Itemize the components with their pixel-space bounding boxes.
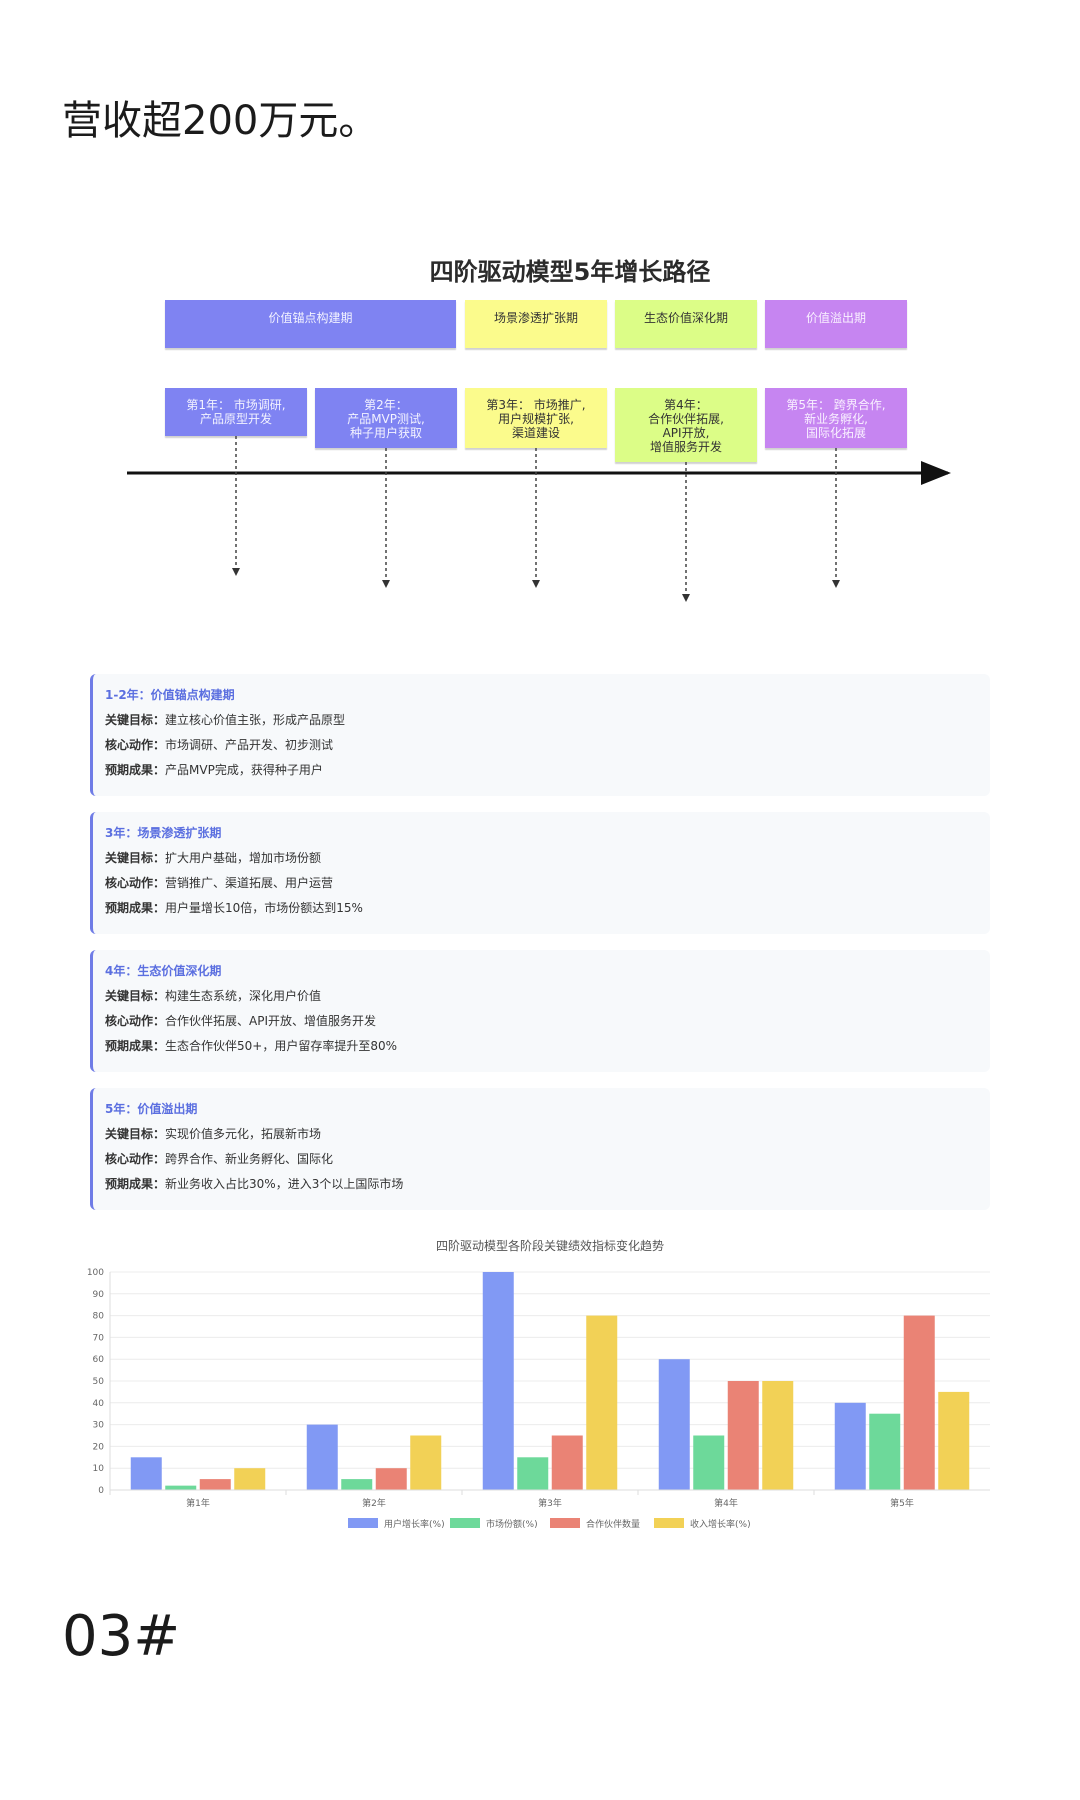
year-box-2: 第2年： 产品MVP测试, 种子用户获取 xyxy=(315,388,457,448)
stage-title: 1-2年：价值锚点构建期 xyxy=(105,688,235,702)
y-tick-label: 80 xyxy=(93,1312,105,1322)
stage-action: 核心动作：市场调研、产品开发、初步测试 xyxy=(105,738,334,752)
bar xyxy=(938,1391,970,1490)
section-number: 03# xyxy=(62,1604,181,1669)
stage-title: 3年：场景渗透扩张期 xyxy=(105,826,222,840)
bar xyxy=(199,1479,231,1490)
legend-swatch xyxy=(654,1518,684,1528)
phase-box-value-spillover: 价值溢出期 xyxy=(765,300,907,348)
bar xyxy=(903,1315,935,1490)
y-tick-label: 70 xyxy=(93,1333,105,1343)
bar xyxy=(130,1457,162,1490)
y-tick-label: 30 xyxy=(93,1421,105,1431)
year-2-arrowhead xyxy=(382,580,390,588)
stage-goal: 关键目标：实现价值多元化，拓展新市场 xyxy=(105,1127,322,1141)
bar xyxy=(341,1479,373,1490)
stage-result: 预期成果：产品MVP完成，获得种子用户 xyxy=(105,763,323,777)
chart-title: 四阶驱动模型各阶段关键绩效指标变化趋势 xyxy=(436,1238,664,1253)
x-tick-label: 第5年 xyxy=(890,1497,914,1509)
phase-box-scene-penetration: 场景渗透扩张期 xyxy=(465,300,607,348)
legend-label: 用户增长率(%) xyxy=(384,1518,445,1530)
legend-swatch xyxy=(450,1518,480,1528)
year-1-arrowhead xyxy=(232,568,240,576)
year-3-arrowhead xyxy=(532,580,540,588)
stage-card-4: 5年：价值溢出期 关键目标：实现价值多元化，拓展新市场 核心动作：跨界合作、新业… xyxy=(90,1088,990,1210)
year-box-5: 第5年： 跨界合作, 新业务孵化, 国际化拓展 xyxy=(765,388,907,448)
stage-title: 5年：价值溢出期 xyxy=(105,1102,198,1116)
bar xyxy=(693,1435,725,1490)
y-tick-label: 60 xyxy=(93,1355,105,1365)
x-tick-label: 第3年 xyxy=(538,1497,562,1509)
y-tick-label: 20 xyxy=(93,1442,105,1452)
year-4-arrowhead xyxy=(682,594,690,602)
legend-swatch xyxy=(348,1518,378,1528)
legend-swatch xyxy=(550,1518,580,1528)
stage-action: 核心动作：跨界合作、新业务孵化、国际化 xyxy=(105,1152,334,1166)
lead-paragraph: 营收超200万元。 xyxy=(62,98,379,144)
bar xyxy=(165,1485,197,1490)
timeline-axis xyxy=(127,436,951,602)
stage-goal: 关键目标：扩大用户基础，增加市场份额 xyxy=(105,851,322,865)
y-tick-label: 40 xyxy=(93,1399,105,1409)
x-tick-label: 第4年 xyxy=(714,1497,738,1509)
stage-result: 预期成果：生态合作伙伴50+，用户留存率提升至80% xyxy=(105,1039,398,1053)
phase-box-ecosystem: 生态价值深化期 xyxy=(615,300,757,348)
bar xyxy=(482,1272,514,1490)
bar xyxy=(375,1468,407,1490)
stage-result: 预期成果：用户量增长10倍，市场份额达到15% xyxy=(105,901,363,915)
bar xyxy=(869,1413,901,1490)
stage-card-2: 3年：场景渗透扩张期 关键目标：扩大用户基础，增加市场份额 核心动作：营销推广、… xyxy=(90,812,990,934)
stage-action: 核心动作：合作伙伴拓展、API开放、增值服务开发 xyxy=(105,1014,377,1028)
year-box-1: 第1年： 市场调研, 产品原型开发 xyxy=(165,388,307,436)
legend-label: 合作伙伴数量 xyxy=(586,1518,640,1530)
diagram-title: 四阶驱动模型5年增长路径 xyxy=(429,258,711,286)
stage-result: 预期成果：新业务收入占比30%，进入3个以上国际市场 xyxy=(105,1177,404,1191)
bar xyxy=(727,1381,759,1490)
legend-label: 收入增长率(%) xyxy=(690,1518,751,1530)
bar xyxy=(658,1359,690,1490)
y-tick-label: 100 xyxy=(87,1268,104,1278)
stage-title: 4年：生态价值深化期 xyxy=(105,964,222,978)
stage-action: 核心动作：营销推广、渠道拓展、用户运营 xyxy=(105,876,334,890)
bar xyxy=(234,1468,266,1490)
bar xyxy=(762,1381,794,1490)
legend-label: 市场份额(%) xyxy=(486,1518,538,1530)
stage-card-1: 1-2年：价值锚点构建期 关键目标：建立核心价值主张，形成产品原型 核心动作：市… xyxy=(90,674,990,796)
kpi-chart: 四阶驱动模型各阶段关键绩效指标变化趋势 0 10 20 30 40 50 60 70 80 90 10… xyxy=(80,1236,1000,1546)
stage-goal: 关键目标：构建生态系统，深化用户价值 xyxy=(105,989,322,1003)
bar xyxy=(517,1457,549,1490)
x-tick-label: 第2年 xyxy=(362,1497,386,1509)
stage-card-3: 4年：生态价值深化期 关键目标：构建生态系统，深化用户价值 核心动作：合作伙伴拓… xyxy=(90,950,990,1072)
bar xyxy=(834,1402,866,1490)
bar xyxy=(586,1315,618,1490)
bar xyxy=(551,1435,583,1490)
y-tick-label: 10 xyxy=(93,1464,105,1474)
year-5-arrowhead xyxy=(832,580,840,588)
bar xyxy=(410,1435,442,1490)
year-box-3: 第3年： 市场推广, 用户规模扩张, 渠道建设 xyxy=(465,388,607,448)
stage-goal: 关键目标：建立核心价值主张，形成产品原型 xyxy=(105,713,346,727)
kpi-chart-svg: 四阶驱动模型各阶段关键绩效指标变化趋势 0 10 20 30 40 50 60 70 80 90 10… xyxy=(87,1238,990,1530)
y-tick-label: 50 xyxy=(93,1377,105,1387)
x-tick-label: 第1年 xyxy=(186,1497,210,1509)
y-tick-label: 90 xyxy=(93,1290,105,1300)
phase-box-value-anchor: 价值锚点构建期 xyxy=(165,300,456,348)
year-box-4: 第4年： 合作伙伴拓展, API开放, 增值服务开发 xyxy=(615,388,757,462)
y-tick-label: 0 xyxy=(98,1486,104,1496)
bar xyxy=(306,1424,338,1490)
